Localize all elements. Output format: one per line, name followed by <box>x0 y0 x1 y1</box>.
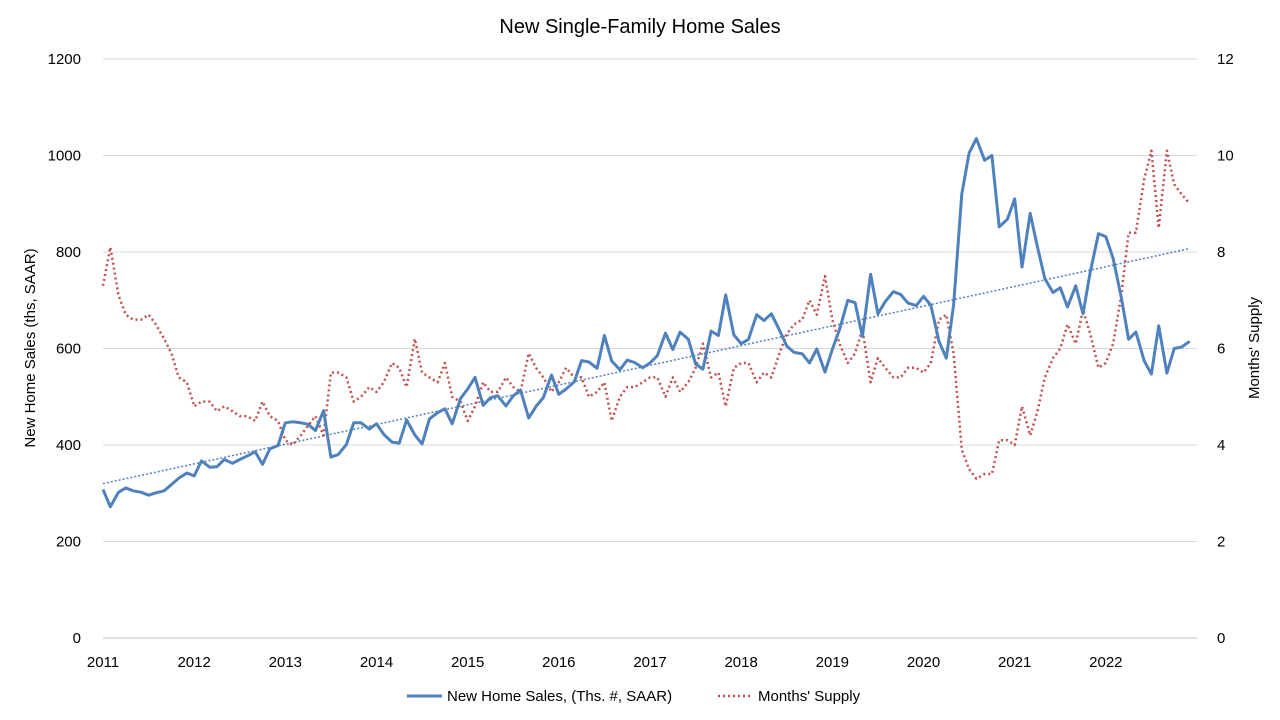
series-line-new-home-sales <box>101 137 1191 509</box>
x-axis-ticks: 2011 2012 2013 2014 2015 2016 2017 2018 2019 2020… <box>87 654 1123 671</box>
left-tick-label: 800 <box>56 244 81 261</box>
left-axis-title: New Home Sales (ths, SAAR) <box>22 248 39 447</box>
x-tick-label: 2017 <box>633 654 666 671</box>
gridlines <box>103 58 1197 542</box>
x-tick-label: 2022 <box>1089 654 1122 671</box>
x-tick-label: 2011 <box>87 654 119 671</box>
x-tick-label: 2012 <box>177 654 210 671</box>
x-tick-label: 2019 <box>816 654 849 671</box>
x-tick-label: 2020 <box>907 654 940 671</box>
x-tick-label: 2015 <box>451 654 484 671</box>
x-tick-label: 2018 <box>724 654 757 671</box>
trendline <box>102 247 1190 485</box>
right-tick-label: 8 <box>1217 244 1225 261</box>
right-axis-ticks: 0 2 4 6 8 10 12 <box>1217 51 1234 647</box>
x-tick-label: 2021 <box>998 654 1031 671</box>
right-tick-label: 0 <box>1217 630 1225 647</box>
right-tick-label: 10 <box>1217 148 1234 165</box>
left-tick-label: 1000 <box>48 148 81 165</box>
left-tick-label: 1200 <box>48 51 81 68</box>
right-tick-label: 2 <box>1217 534 1225 551</box>
right-tick-label: 4 <box>1217 437 1225 454</box>
left-tick-label: 200 <box>56 534 81 551</box>
series-layer <box>101 137 1191 509</box>
legend-label-new-home-sales: New Home Sales, (Ths. #, SAAR) <box>447 688 672 705</box>
x-tick-label: 2014 <box>360 654 393 671</box>
legend-label-months-supply: Months' Supply <box>758 688 861 705</box>
left-tick-label: 0 <box>73 630 81 647</box>
x-tick-label: 2013 <box>269 654 302 671</box>
series-line-months-supply <box>101 149 1191 481</box>
right-axis-title: Months' Supply <box>1246 296 1263 399</box>
right-tick-label: 6 <box>1217 341 1225 358</box>
left-axis-ticks: 0 200 400 600 800 1000 1200 <box>48 51 81 647</box>
right-tick-label: 12 <box>1217 51 1234 68</box>
x-tick-label: 2016 <box>542 654 575 671</box>
left-tick-label: 400 <box>56 437 81 454</box>
left-tick-label: 600 <box>56 341 81 358</box>
chart-title: New Single-Family Home Sales <box>499 16 780 38</box>
legend: New Home Sales, (Ths. #, SAAR) Months' S… <box>407 688 861 705</box>
